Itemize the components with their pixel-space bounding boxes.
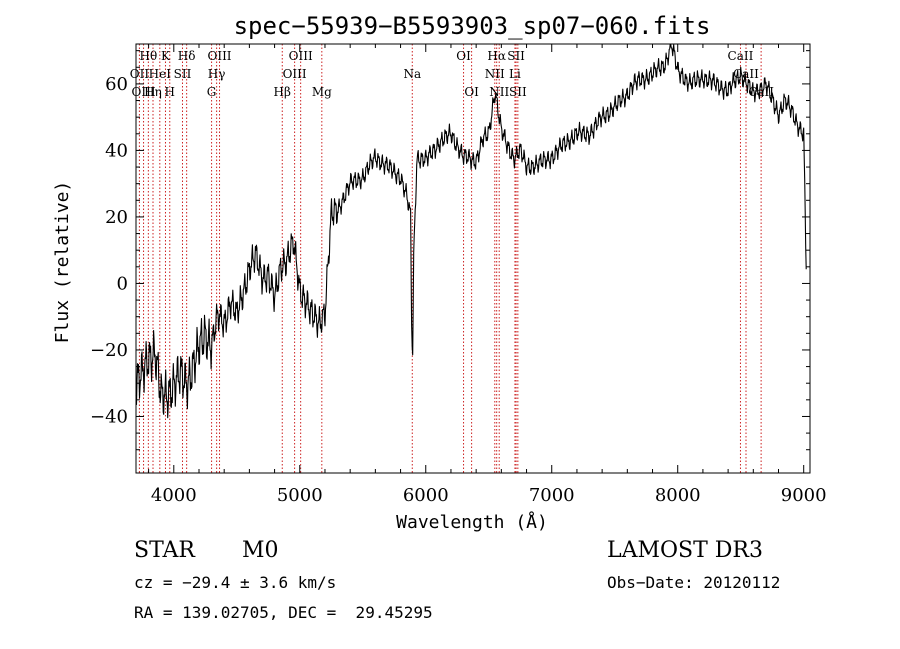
line-label: H [165, 85, 175, 99]
line-label: HeI [149, 67, 172, 81]
survey-name: LAMOST DR3 [607, 538, 763, 563]
line-label: OII [130, 67, 150, 81]
line-label: CaII [728, 49, 754, 63]
line-label: OIII [283, 67, 307, 81]
series-line [135, 43, 807, 419]
y-tick-label: 20 [105, 207, 128, 228]
plot-frame [135, 43, 811, 474]
line-label: Hγ [208, 67, 226, 81]
line-label: OI [456, 49, 471, 63]
coordinates: RA = 139.02705, DEC = 29.45295 [134, 603, 433, 622]
line-label: NII [485, 67, 505, 81]
subclass: M0 [242, 538, 279, 563]
y-tick-label: 60 [105, 74, 128, 95]
chart-title: spec−55939−B5593903_sp07−060.fits [234, 12, 711, 40]
x-tick-label: 6000 [403, 485, 449, 506]
line-label: Hα [487, 49, 506, 63]
x-tick-label: 4000 [151, 485, 197, 506]
y-tick-label: −40 [90, 406, 128, 427]
line-label: SII [507, 49, 525, 63]
series-layer [135, 43, 807, 419]
x-tick-label: 8000 [655, 485, 701, 506]
line-label: Hδ [178, 49, 196, 63]
line-markers [138, 44, 762, 473]
object-class: STAR [134, 538, 195, 563]
line-label: Li [509, 67, 521, 81]
line-label: SII [509, 85, 527, 99]
y-tick-label: 40 [105, 140, 128, 161]
line-label: NII [489, 85, 509, 99]
line-label: Na [403, 67, 421, 81]
line-label: Mg [312, 85, 332, 99]
line-label: SII [174, 67, 192, 81]
line-label: Hη [144, 85, 162, 99]
ticks: 4000 5000 6000 7000 8000 9000 −40 −20 0 20 40 60 [90, 44, 827, 506]
observation-date: Obs−Date: 20120112 [607, 573, 781, 592]
y-tick-label: −20 [90, 340, 128, 361]
line-label: CaII [748, 85, 774, 99]
line-label: Hθ [139, 49, 157, 63]
axes [135, 43, 811, 474]
line-label: OI [464, 85, 479, 99]
y-tick-label: 0 [117, 273, 128, 294]
line-label: OIII [207, 49, 231, 63]
y-axis-label: Flux (relative) [52, 181, 73, 344]
x-tick-label: 7000 [529, 485, 575, 506]
line-label: OIII [132, 85, 156, 99]
x-axis-label: Wavelength (Å) [396, 511, 548, 533]
x-tick-label: 9000 [781, 485, 827, 506]
line-label: K [161, 49, 171, 63]
x-tick-label: 5000 [277, 485, 323, 506]
line-label: CaII [733, 67, 759, 81]
line-label: Hβ [274, 85, 291, 99]
line-label: G [207, 85, 217, 99]
redshift-velocity: cz = −29.4 ± 3.6 km/s [134, 573, 337, 592]
line-label: OIII [289, 49, 313, 63]
